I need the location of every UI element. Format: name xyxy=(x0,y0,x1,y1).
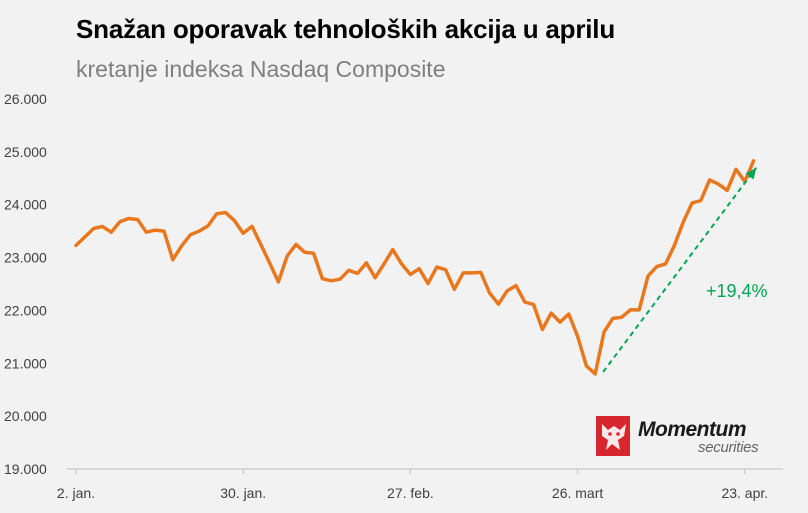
momentum-logo: Momentum securities xyxy=(594,414,784,460)
x-tick-label: 2. jan. xyxy=(57,485,95,501)
growth-arrow-line xyxy=(602,167,758,373)
chart-title: Snažan oporavak tehnoloških akcija u apr… xyxy=(76,14,615,44)
bull-icon xyxy=(596,416,630,456)
x-tick-label: 27. feb. xyxy=(387,485,434,501)
y-tick-label: 24.000 xyxy=(4,197,47,213)
y-tick-label: 21.000 xyxy=(4,355,47,371)
x-tick-label: 30. jan. xyxy=(220,485,266,501)
growth-label: +19,4% xyxy=(706,281,768,301)
series-layer xyxy=(74,159,756,376)
y-tick-label: 26.000 xyxy=(4,91,47,107)
chart-subtitle: kretanje indeksa Nasdaq Composite xyxy=(76,56,446,82)
y-tick-label: 23.000 xyxy=(4,250,47,266)
logo-sub: securities xyxy=(698,439,759,456)
growth-arrow-head xyxy=(745,167,757,180)
series-line xyxy=(74,159,756,376)
y-tick-label: 20.000 xyxy=(4,408,47,424)
x-tick-label: 23. apr. xyxy=(721,485,768,501)
y-tick-label: 25.000 xyxy=(4,144,47,160)
x-axis: 2. jan. 30. jan. 27. feb. 26. mart 23. apr. xyxy=(57,468,783,501)
logo-name: Momentum xyxy=(638,418,747,441)
annotation-layer: +19,4% xyxy=(602,167,768,373)
y-axis: 26.000 25.000 24.000 23.000 22.000 21.000 20.0… xyxy=(4,91,47,477)
y-tick-label: 19.000 xyxy=(4,461,47,477)
x-tick-label: 26. mart xyxy=(552,485,603,501)
y-tick-label: 22.000 xyxy=(4,302,47,318)
